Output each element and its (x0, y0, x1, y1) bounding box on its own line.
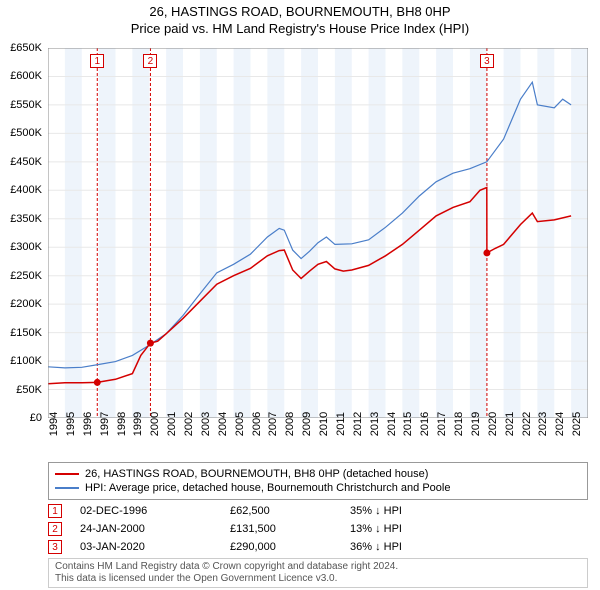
x-tick-label: 2018 (453, 412, 465, 436)
marker-number-badge: 3 (48, 540, 62, 554)
x-tick-label: 2016 (419, 412, 431, 436)
y-tick-label: £550K (10, 99, 42, 111)
y-tick-label: £600K (10, 70, 42, 82)
chart-svg (48, 48, 588, 418)
y-tick-label: £400K (10, 184, 42, 196)
x-tick-label: 2004 (217, 412, 229, 436)
legend-label: HPI: Average price, detached house, Bour… (85, 482, 450, 494)
marker-price: £131,500 (230, 523, 350, 535)
y-tick-label: £100K (10, 355, 42, 367)
x-tick-label: 2003 (200, 412, 212, 436)
event-marker-badge: 3 (480, 54, 494, 68)
marker-hpi-delta: 35% ↓ HPI (350, 505, 588, 517)
legend: 26, HASTINGS ROAD, BOURNEMOUTH, BH8 0HP … (48, 462, 588, 500)
x-tick-label: 2011 (335, 412, 347, 436)
x-tick-label: 1997 (99, 412, 111, 436)
legend-item: 26, HASTINGS ROAD, BOURNEMOUTH, BH8 0HP … (55, 467, 581, 481)
footer-attribution: Contains HM Land Registry data © Crown c… (48, 558, 588, 588)
x-tick-label: 2001 (166, 412, 178, 436)
x-tick-label: 2006 (251, 412, 263, 436)
event-marker-badge: 1 (90, 54, 104, 68)
y-tick-label: £50K (16, 384, 42, 396)
x-tick-label: 1996 (82, 412, 94, 436)
x-tick-label: 2008 (284, 412, 296, 436)
footer-line-1: Contains HM Land Registry data © Crown c… (55, 561, 581, 573)
marker-number-badge: 1 (48, 504, 62, 518)
chart-subtitle: Price paid vs. HM Land Registry's House … (0, 21, 600, 40)
chart-title: 26, HASTINGS ROAD, BOURNEMOUTH, BH8 0HP (0, 0, 600, 21)
x-tick-label: 2022 (521, 412, 533, 436)
x-tick-label: 2009 (301, 412, 313, 436)
legend-item: HPI: Average price, detached house, Bour… (55, 481, 581, 495)
x-tick-label: 2000 (149, 412, 161, 436)
marker-hpi-delta: 13% ↓ HPI (350, 523, 588, 535)
y-tick-label: £200K (10, 298, 42, 310)
sale-marker-row: 1 02-DEC-1996£62,50035% ↓ HPI (48, 502, 588, 520)
x-tick-label: 1994 (48, 412, 60, 436)
x-tick-label: 1995 (65, 412, 77, 436)
marker-price: £290,000 (230, 541, 350, 553)
y-tick-label: £250K (10, 270, 42, 282)
y-tick-label: £450K (10, 156, 42, 168)
x-tick-label: 2013 (369, 412, 381, 436)
x-tick-label: 1998 (116, 412, 128, 436)
x-tick-label: 2014 (386, 412, 398, 436)
legend-label: 26, HASTINGS ROAD, BOURNEMOUTH, BH8 0HP … (85, 468, 428, 480)
x-tick-label: 2025 (571, 412, 583, 436)
x-tick-label: 2007 (267, 412, 279, 436)
x-tick-label: 2012 (352, 412, 364, 436)
legend-swatch (55, 473, 79, 475)
y-axis: £0£50K£100K£150K£200K£250K£300K£350K£400… (0, 48, 44, 418)
y-tick-label: £650K (10, 42, 42, 54)
x-tick-label: 2023 (537, 412, 549, 436)
x-tick-label: 2010 (318, 412, 330, 436)
marker-date: 03-JAN-2020 (80, 541, 230, 553)
sale-marker-row: 3 03-JAN-2020£290,00036% ↓ HPI (48, 538, 588, 556)
marker-price: £62,500 (230, 505, 350, 517)
footer-line-2: This data is licensed under the Open Gov… (55, 573, 581, 585)
x-tick-label: 2019 (470, 412, 482, 436)
x-tick-label: 2017 (436, 412, 448, 436)
sale-markers-table: 1 02-DEC-1996£62,50035% ↓ HPI 2 24-JAN-2000… (48, 502, 588, 556)
marker-number-badge: 2 (48, 522, 62, 536)
x-tick-label: 2024 (554, 412, 566, 436)
x-tick-label: 1999 (132, 412, 144, 436)
x-tick-label: 2015 (402, 412, 414, 436)
y-tick-label: £500K (10, 127, 42, 139)
y-tick-label: £150K (10, 327, 42, 339)
event-marker-badge: 2 (143, 54, 157, 68)
y-tick-label: £0 (30, 412, 42, 424)
chart-plot-area: 1 2 3 (48, 48, 588, 418)
x-tick-label: 2005 (234, 412, 246, 436)
y-tick-label: £300K (10, 241, 42, 253)
x-tick-label: 2021 (504, 412, 516, 436)
sale-marker-row: 2 24-JAN-2000£131,50013% ↓ HPI (48, 520, 588, 538)
marker-date: 24-JAN-2000 (80, 523, 230, 535)
legend-swatch (55, 487, 79, 489)
x-tick-label: 2020 (487, 412, 499, 436)
x-axis: 1994199519961997199819992000200120022003… (48, 420, 588, 460)
marker-hpi-delta: 36% ↓ HPI (350, 541, 588, 553)
x-tick-label: 2002 (183, 412, 195, 436)
y-tick-label: £350K (10, 213, 42, 225)
marker-date: 02-DEC-1996 (80, 505, 230, 517)
